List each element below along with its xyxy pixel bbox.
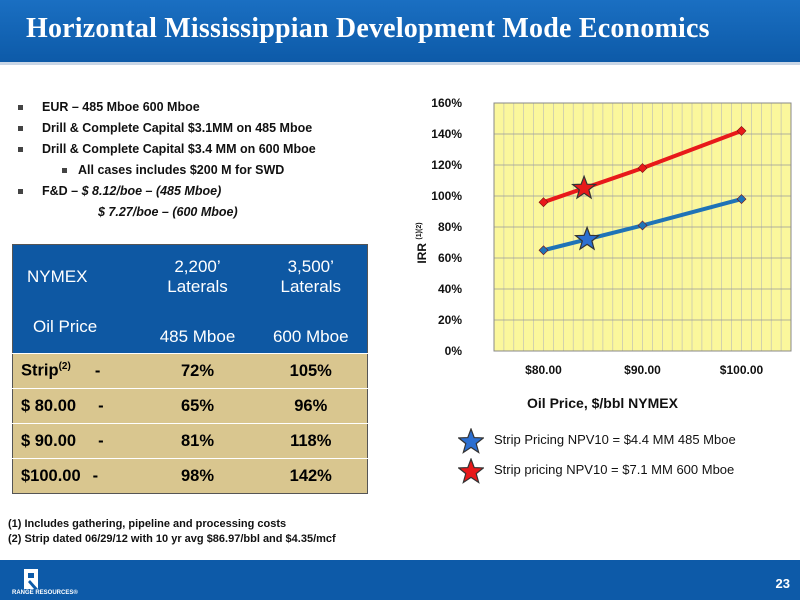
data-point [637, 220, 648, 231]
cell-485: 65% [140, 388, 255, 424]
bullet-icon [62, 168, 67, 173]
cell-485: 72% [140, 353, 255, 389]
header-3500: 3,500’ [287, 256, 334, 276]
price-label: $ 80.00 [21, 396, 77, 415]
footnote-1: (1) Includes gathering, pipeline and pro… [8, 518, 287, 530]
title-bar: Horizontal Mississippian Development Mod… [0, 0, 800, 62]
y-tick-label: 100% [431, 189, 462, 203]
red-star-icon [458, 458, 484, 484]
header-600-mboe: 600 Mboe [254, 308, 368, 354]
cell-600: 142% [254, 458, 368, 494]
data-point [538, 197, 549, 208]
irr-table: NYMEX 2,200’ Laterals 3,500’ Laterals Oi… [12, 244, 368, 494]
legend-label: Strip pricing NPV10 = $7.1 MM 600 Mboe [494, 462, 735, 477]
cell-600: 96% [254, 388, 368, 424]
table-row: Strip(2) - 72% 105% [12, 353, 368, 389]
header-2200-laterals: 2,200’ Laterals [140, 244, 255, 309]
strip-star-marker [573, 225, 601, 251]
bullet-fd: F&D – $ 8.12/boe – (485 Mboe) [16, 184, 396, 205]
footer-bar [0, 560, 800, 600]
y-axis-label-sup: (1)(2) [416, 222, 423, 239]
bullet-text: Drill & Complete Capital $3.4 MM on 600 … [42, 142, 316, 156]
bullet-list: EUR – 485 Mboe 600 Mboe Drill & Complete… [16, 100, 396, 226]
bullet-text: EUR – 485 Mboe 600 Mboe [42, 100, 200, 114]
bullet-fd-continuation: $ 7.27/boe – (600 Mboe) [16, 205, 396, 226]
y-tick-label: 20% [438, 313, 462, 327]
bullet-icon [18, 126, 23, 131]
table-header-row: Oil Price 485 Mboe 600 Mboe [12, 308, 368, 354]
bullet-text: F&D – [42, 184, 82, 198]
x-tick-label: $90.00 [624, 363, 661, 377]
x-tick-label: $80.00 [525, 363, 562, 377]
strip-footnote: (2) [58, 361, 71, 373]
x-axis-label: Oil Price, $/bbl NYMEX [527, 395, 679, 411]
cell-600: 118% [254, 423, 368, 459]
bullet-eur: EUR – 485 Mboe 600 Mboe [16, 100, 396, 121]
row-label-80: $ 80.00 - [12, 388, 141, 424]
plot-border [493, 102, 792, 352]
bullet-text: Drill & Complete Capital $3.1MM on 485 M… [42, 121, 313, 135]
x-tick-label: $100.00 [720, 363, 764, 377]
price-label: $100.00 [21, 466, 81, 485]
legend-label: Strip Pricing NPV10 = $4.4 MM 485 Mboe [494, 432, 736, 447]
blue-star-icon [458, 428, 484, 454]
bullet-swd: All cases includes $200 M for SWD [16, 163, 396, 184]
cell-600: 105% [254, 353, 368, 389]
slide-title: Horizontal Mississippian Development Mod… [26, 13, 710, 44]
footnotes: (1) Includes gathering, pipeline and pro… [8, 517, 336, 547]
range-resources-logo [24, 569, 38, 589]
header-3500-laterals: 3,500’ Laterals [254, 244, 368, 309]
cell-485: 98% [140, 458, 255, 494]
legend-item-blue: Strip Pricing NPV10 = $4.4 MM 485 Mboe [458, 428, 736, 458]
table-row: $ 90.00 - 81% 118% [12, 423, 368, 459]
table-header-row: NYMEX 2,200’ Laterals 3,500’ Laterals [12, 244, 368, 309]
row-dash: - [98, 396, 104, 415]
data-point [736, 194, 747, 205]
header-laterals: Laterals [280, 276, 341, 296]
bullet-capital-600: Drill & Complete Capital $3.4 MM on 600 … [16, 142, 396, 163]
table-row: $ 80.00 - 65% 96% [12, 388, 368, 424]
bullet-icon [18, 189, 23, 194]
row-label-90: $ 90.00 - [12, 423, 141, 459]
bullet-fd-value: $ 8.12/boe – (485 Mboe) [81, 184, 222, 198]
header-2200: 2,200’ [174, 256, 221, 276]
y-tick-label: 140% [431, 127, 462, 141]
bullet-icon [18, 105, 23, 110]
row-dash: - [98, 431, 104, 450]
logo-text: RANGE RESOURCES® [12, 590, 78, 596]
header-oil-price: Oil Price [12, 308, 141, 354]
y-axis-label: IRR (1)(2) [415, 222, 429, 263]
y-tick-label: 40% [438, 282, 462, 296]
legend-item-red: Strip pricing NPV10 = $7.1 MM 600 Mboe [458, 458, 736, 488]
chart-legend: Strip Pricing NPV10 = $4.4 MM 485 Mboe S… [458, 428, 736, 488]
bullet-capital-485: Drill & Complete Capital $3.1MM on 485 M… [16, 121, 396, 142]
table-row: $100.00- 98% 142% [12, 458, 368, 494]
page-number: 23 [775, 576, 790, 591]
row-dash: - [92, 466, 99, 485]
bullet-text: $ 7.27/boe – (600 Mboe) [98, 205, 238, 219]
y-tick-label: 0% [445, 344, 463, 358]
cell-485: 81% [140, 423, 255, 459]
data-point [736, 125, 747, 136]
y-tick-label: 60% [438, 251, 462, 265]
y-tick-label: 160% [431, 96, 462, 110]
strip-star-marker [571, 174, 598, 200]
header-laterals: Laterals [167, 276, 228, 296]
y-tick-label: 120% [431, 158, 462, 172]
strip-label: Strip [21, 361, 59, 380]
title-divider [0, 62, 800, 65]
y-tick-label: 80% [438, 220, 462, 234]
data-point [637, 163, 648, 174]
row-label-strip: Strip(2) - [12, 353, 141, 389]
bullet-text: All cases includes $200 M for SWD [78, 163, 285, 177]
header-485-mboe: 485 Mboe [140, 308, 255, 354]
footnote-2: (2) Strip dated 06/29/12 with 10 yr avg … [8, 533, 336, 545]
price-label: $ 90.00 [21, 431, 77, 450]
irr-chart: 0% 20% 40% 60% 80% 100% 120% 140% 160% $80.00 $90.… [415, 96, 792, 411]
header-nymex: NYMEX [12, 244, 141, 309]
row-label-100: $100.00- [12, 458, 141, 494]
row-dash: - [94, 361, 101, 380]
data-point [538, 245, 549, 256]
bullet-icon [18, 147, 23, 152]
